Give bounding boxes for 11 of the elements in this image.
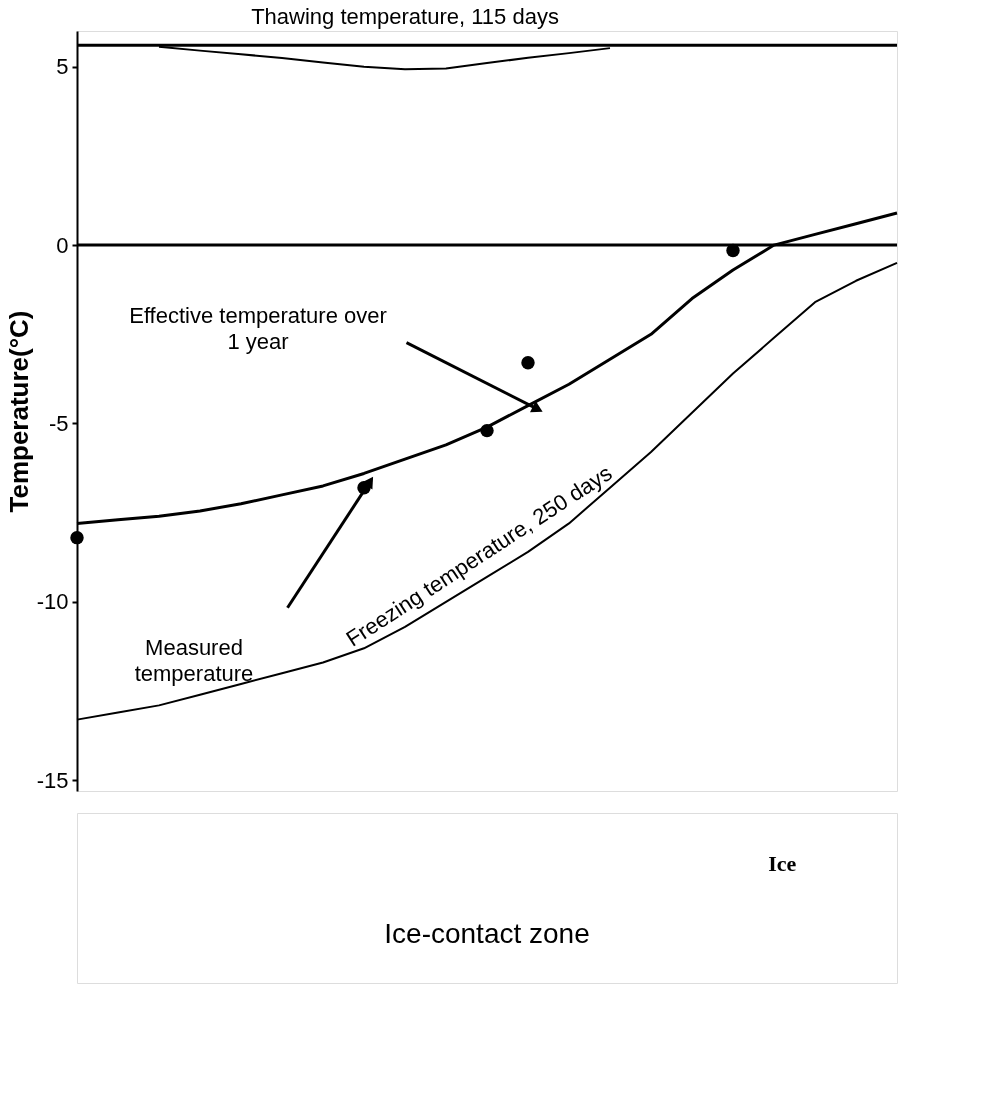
text: Ice-contact zone [384, 918, 590, 950]
annotation: Effective temperature over 1 year [129, 302, 387, 354]
y-tick-label: -5 [48, 410, 69, 436]
y-tick-label: 5 [56, 54, 69, 80]
annotation: Measured temperature [134, 634, 254, 686]
y-axis-title: Temperature(°C) [3, 310, 34, 513]
y-tick-label: 0 [56, 232, 69, 258]
y-tick-label: -15 [36, 767, 69, 793]
text: Ice [768, 851, 797, 876]
series-label: Thawing temperature, 115 days [251, 4, 559, 29]
y-tick-label: -10 [36, 589, 69, 615]
